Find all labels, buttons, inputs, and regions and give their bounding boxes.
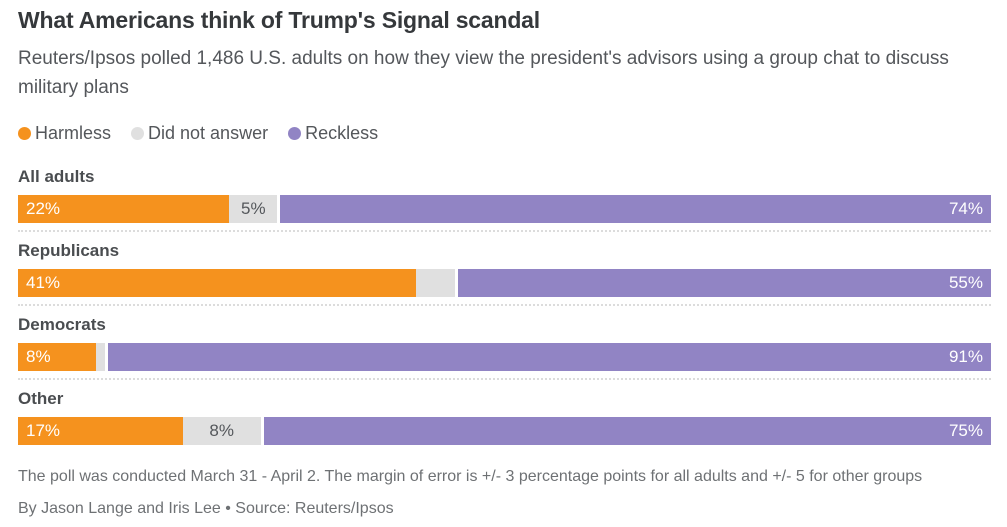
value-label: 22% <box>26 199 61 218</box>
legend-dot-did-not-answer-icon <box>131 127 145 140</box>
bar-segment-reckless: 74% <box>277 195 991 223</box>
chart-subtitle: Reuters/Ipsos polled 1,486 U.S. adults o… <box>18 48 949 98</box>
legend-item-harmless: Harmless <box>18 123 111 144</box>
value-label: 75% <box>948 421 983 440</box>
bar-segment-reckless: 75% <box>260 417 991 445</box>
chart: All adults 22% 5% 74% Republicans 41% 55% Democ… <box>18 167 991 445</box>
bar-segment-reckless: 55% <box>454 269 991 297</box>
byline: By Jason Lange and Iris Lee • Source: Re… <box>18 500 394 517</box>
value-label: 55% <box>948 273 983 292</box>
bar-segment-harmless: 41% <box>18 269 416 297</box>
legend: Harmless Did not answer Reckless <box>18 123 991 144</box>
category-label: All adults <box>18 167 95 186</box>
category-label: Other <box>18 389 64 408</box>
bar-segment-reckless: 91% <box>105 343 991 371</box>
stacked-bar: 17% 8% 75% <box>18 417 991 445</box>
value-label: 8% <box>209 421 234 440</box>
value-label: 41% <box>26 273 61 292</box>
bar-segment-harmless: 22% <box>18 195 230 223</box>
category-label: Republicans <box>18 241 120 260</box>
bar-segment-did-not-answer <box>95 343 106 371</box>
stacked-bar: 22% 5% 74% <box>18 195 991 223</box>
legend-label: Did not answer <box>148 123 269 143</box>
legend-dot-harmless-icon <box>18 127 31 140</box>
stacked-bar: 41% 55% <box>18 269 991 297</box>
chart-row: Democrats 8% 91% <box>18 315 991 380</box>
chart-row: Republicans 41% 55% <box>18 241 991 306</box>
legend-item-did-not-answer: Did not answer <box>131 123 268 144</box>
footnote: The poll was conducted March 31 - April … <box>18 468 923 485</box>
bar-segment-did-not-answer: 8% <box>182 417 261 445</box>
value-label: 17% <box>26 421 61 440</box>
chart-title: What Americans think of Trump's Signal s… <box>18 7 540 33</box>
value-label: 91% <box>948 347 983 366</box>
value-label: 74% <box>948 199 983 218</box>
bar-segment-harmless: 17% <box>18 417 183 445</box>
bar-segment-did-not-answer <box>415 269 455 297</box>
chart-row: All adults 22% 5% 74% <box>18 167 991 232</box>
category-label: Democrats <box>18 315 106 334</box>
legend-label: Harmless <box>35 123 112 143</box>
legend-item-reckless: Reckless <box>288 123 378 144</box>
value-label: 8% <box>26 347 51 366</box>
bar-segment-harmless: 8% <box>18 343 96 371</box>
bar-segment-did-not-answer: 5% <box>229 195 278 223</box>
chart-row: Other 17% 8% 75% <box>18 389 991 445</box>
legend-label: Reckless <box>305 123 379 143</box>
legend-dot-reckless-icon <box>288 127 302 140</box>
stacked-bar: 8% 91% <box>18 343 991 371</box>
value-label: 5% <box>241 199 266 218</box>
